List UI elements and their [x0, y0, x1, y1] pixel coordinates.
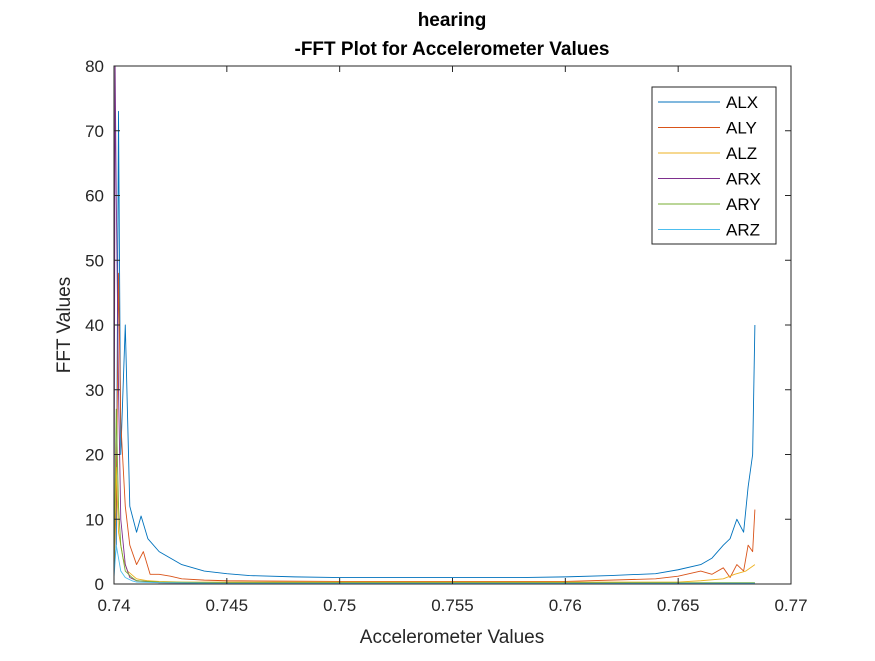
x-tick-label: 0.74	[97, 596, 130, 615]
series-line-aly	[114, 272, 756, 582]
legend: ALX ALY ALZ ARX ARY ARZ	[651, 86, 777, 245]
series-line-ary	[114, 408, 755, 584]
y-tick-label: 20	[85, 446, 104, 465]
chart-title-line-1: hearing	[418, 10, 487, 31]
y-axis-label: FFT Values	[54, 277, 75, 373]
x-tick-label: 0.755	[431, 596, 474, 615]
y-tick-label: 80	[85, 57, 104, 76]
x-axis-label: Accelerometer Values	[360, 627, 544, 648]
x-tick-label: 0.765	[657, 596, 700, 615]
legend-label-aly: ALY	[726, 119, 757, 138]
series-line-arz	[114, 544, 755, 584]
x-tick-label: 0.745	[206, 596, 249, 615]
legend-box	[651, 86, 777, 245]
chart-title-line-2: -FFT Plot for Accelerometer Values	[295, 39, 610, 60]
legend-label-alx: ALX	[726, 93, 758, 112]
legend-label-alz: ALZ	[726, 144, 757, 163]
x-tick-label: 0.76	[549, 596, 582, 615]
y-tick-label: 40	[85, 316, 104, 335]
y-tick-label: 0	[95, 575, 104, 594]
legend-label-ary: ARY	[726, 195, 761, 214]
legend-label-arx: ARX	[726, 170, 761, 189]
y-axis: 0 10 20 30 40 50 60 70 80	[85, 57, 791, 594]
y-tick-label: 10	[85, 510, 104, 529]
y-tick-label: 70	[85, 122, 104, 141]
y-tick-label: 30	[85, 381, 104, 400]
x-tick-label: 0.77	[774, 596, 807, 615]
y-tick-label: 50	[85, 251, 104, 270]
y-tick-label: 60	[85, 187, 104, 206]
x-tick-label: 0.75	[323, 596, 356, 615]
series-line-alx	[114, 110, 756, 578]
legend-label-arz: ARZ	[726, 221, 760, 240]
x-axis: 0.74 0.745 0.75 0.755 0.76 0.765 0.77	[97, 66, 808, 615]
